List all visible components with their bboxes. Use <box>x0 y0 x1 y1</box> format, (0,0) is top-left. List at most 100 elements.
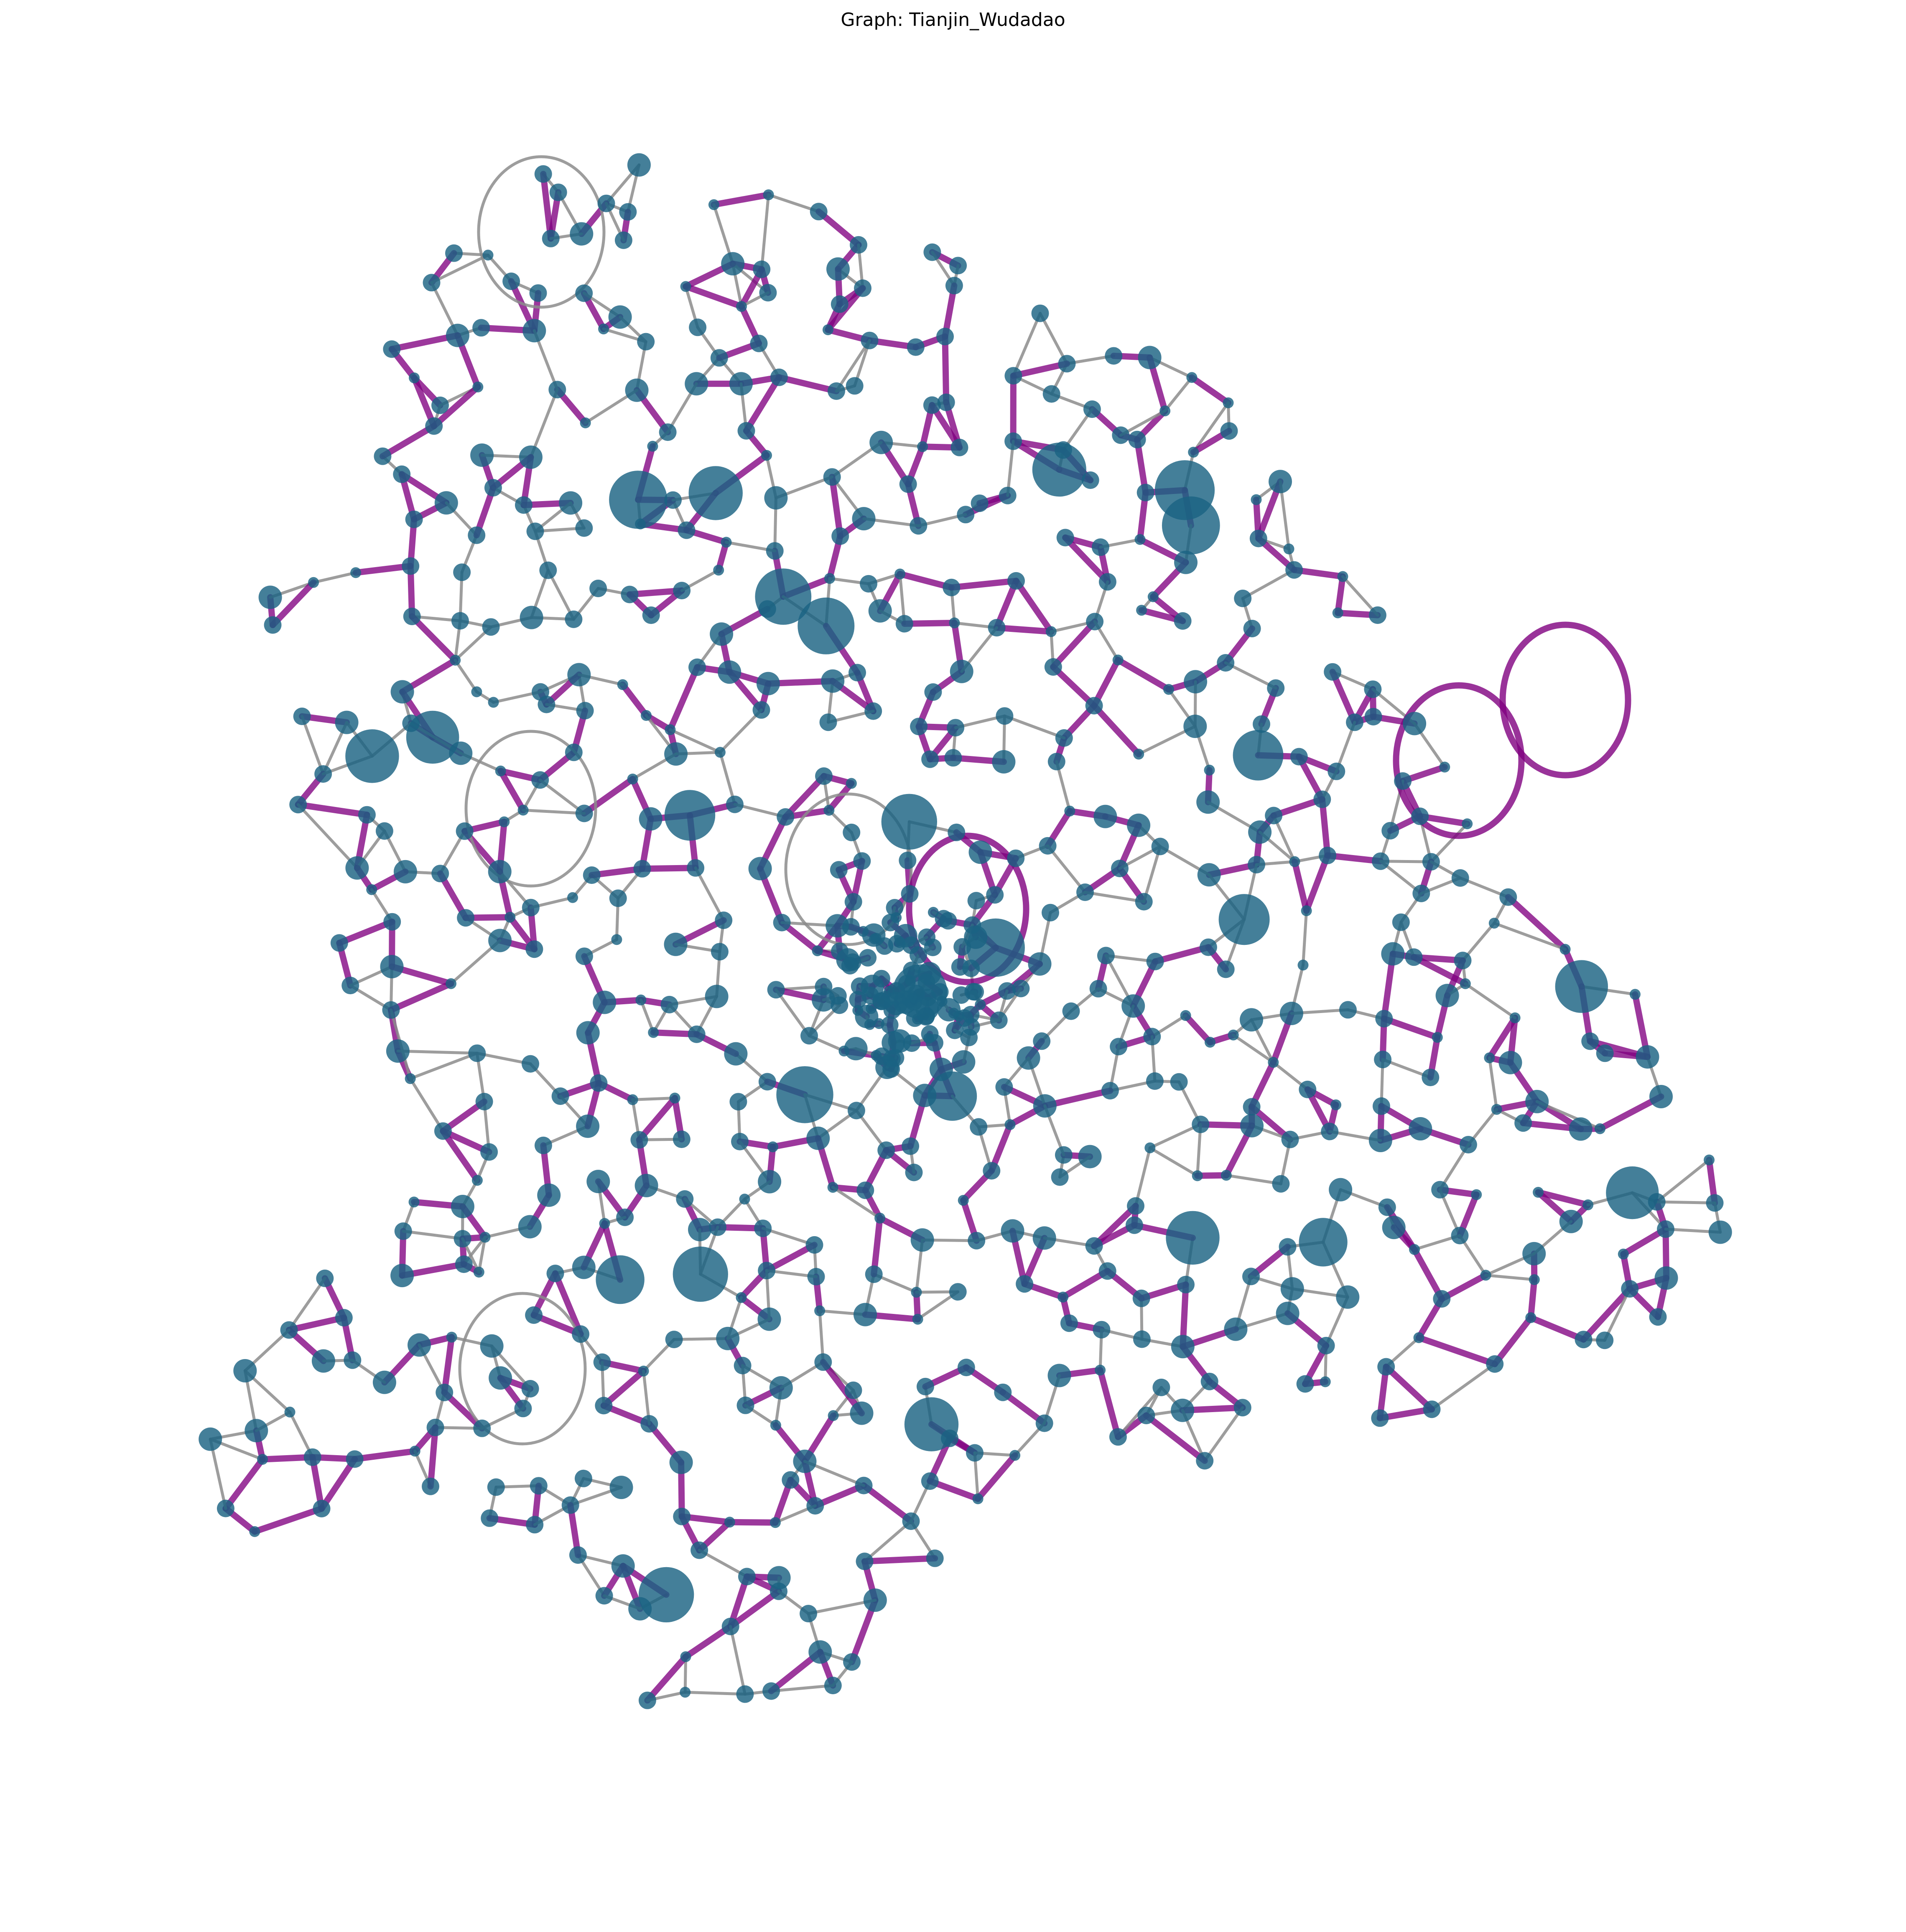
graph-node <box>1007 572 1025 590</box>
graph-node <box>455 1255 473 1273</box>
graph-node <box>450 654 461 666</box>
graph-node <box>736 1292 747 1303</box>
graph-node <box>434 1122 452 1140</box>
graph-node <box>284 1406 296 1418</box>
graph-node <box>1279 1238 1297 1256</box>
hub-node <box>1218 894 1270 945</box>
edge <box>1484 1273 1536 1281</box>
graph-node <box>806 1126 830 1150</box>
graph-node <box>1704 1154 1715 1166</box>
hub-node <box>596 1255 645 1304</box>
graph-node <box>815 767 833 785</box>
graph-node <box>366 884 377 895</box>
graph-node <box>449 741 473 765</box>
graph-node <box>559 491 583 515</box>
edge <box>831 1186 882 1220</box>
graph-node <box>731 1133 749 1151</box>
graph-node <box>280 1321 298 1339</box>
graph-node <box>1133 1330 1151 1348</box>
self-loop-layer <box>458 155 1631 1446</box>
edge <box>409 1077 445 1133</box>
graph-node <box>567 663 591 687</box>
graph-node <box>1409 1244 1420 1255</box>
graph-node <box>611 934 622 945</box>
graph-node <box>752 701 770 719</box>
graph-node <box>1039 837 1057 855</box>
graph-node <box>1269 470 1292 494</box>
graph-node <box>713 565 724 576</box>
graph-node <box>1346 713 1363 731</box>
highlighted-edge <box>1383 1364 1435 1413</box>
highlighted-edge <box>1182 1012 1213 1046</box>
graph-node <box>1422 853 1440 871</box>
graph-node <box>916 1377 934 1395</box>
graph-node <box>1085 697 1103 715</box>
highlighted-edge <box>441 1334 455 1396</box>
highlighted-edge <box>1580 1285 1633 1343</box>
graph-node <box>1364 708 1382 725</box>
graph-node <box>434 491 458 515</box>
graph-node <box>971 494 989 512</box>
graph-node <box>1196 790 1220 814</box>
graph-node <box>659 423 677 441</box>
graph-node <box>1522 1242 1546 1265</box>
graph-node <box>805 1236 823 1254</box>
edge <box>642 1369 651 1425</box>
graph-node <box>574 1469 592 1487</box>
graph-node <box>950 438 968 456</box>
graph-node <box>1460 978 1471 989</box>
graph-node <box>1559 1209 1583 1233</box>
graph-node <box>471 1175 483 1186</box>
graph-node <box>470 443 494 467</box>
graph-node <box>822 324 833 336</box>
graph-node <box>1480 1270 1491 1281</box>
graph-node <box>826 914 849 938</box>
graph-node <box>923 243 941 261</box>
highlighted-edge <box>1050 618 1098 670</box>
graph-node <box>844 893 862 911</box>
graph-node <box>846 377 864 395</box>
edge <box>760 193 770 271</box>
graph-node <box>619 203 637 221</box>
graph-node <box>949 257 967 275</box>
graph-node <box>621 585 639 603</box>
graph-node <box>1251 494 1262 505</box>
graph-node <box>1111 860 1129 878</box>
graph-node <box>454 1230 471 1248</box>
graph-node <box>999 486 1017 504</box>
graph-node <box>953 938 971 956</box>
graph-node <box>1268 1057 1279 1068</box>
graph-node <box>1136 605 1147 616</box>
graph-node <box>1047 753 1065 771</box>
highlighted-edge <box>1416 1334 1498 1367</box>
graph-node <box>721 537 732 548</box>
graph-node <box>382 1001 400 1019</box>
graph-node <box>1371 1409 1389 1427</box>
graph-node <box>901 885 919 903</box>
graph-node <box>199 1427 222 1451</box>
graph-node <box>863 1588 887 1612</box>
graph-node <box>393 860 417 883</box>
highlighted-edge <box>1381 1016 1441 1041</box>
graph-node <box>1265 807 1283 825</box>
graph-node <box>445 244 463 262</box>
graph-node <box>471 686 482 697</box>
graph-node <box>828 1410 839 1421</box>
graph-node <box>1243 1098 1261 1116</box>
highlighted-edge <box>826 780 855 814</box>
graph-node <box>947 719 965 737</box>
graph-node <box>616 1208 634 1226</box>
highlighted-edge <box>1010 360 1070 379</box>
hub-node <box>1166 1211 1220 1265</box>
graph-node <box>589 580 607 597</box>
graph-node <box>1184 670 1208 694</box>
graph-node <box>821 669 845 693</box>
edge <box>454 659 478 693</box>
graph-node <box>1125 1216 1143 1234</box>
graph-node <box>983 1162 1001 1180</box>
graph-node <box>648 1027 659 1038</box>
hub-node <box>609 471 668 529</box>
graph-node <box>872 970 890 988</box>
graph-node <box>1248 856 1265 873</box>
graph-node <box>850 236 867 254</box>
